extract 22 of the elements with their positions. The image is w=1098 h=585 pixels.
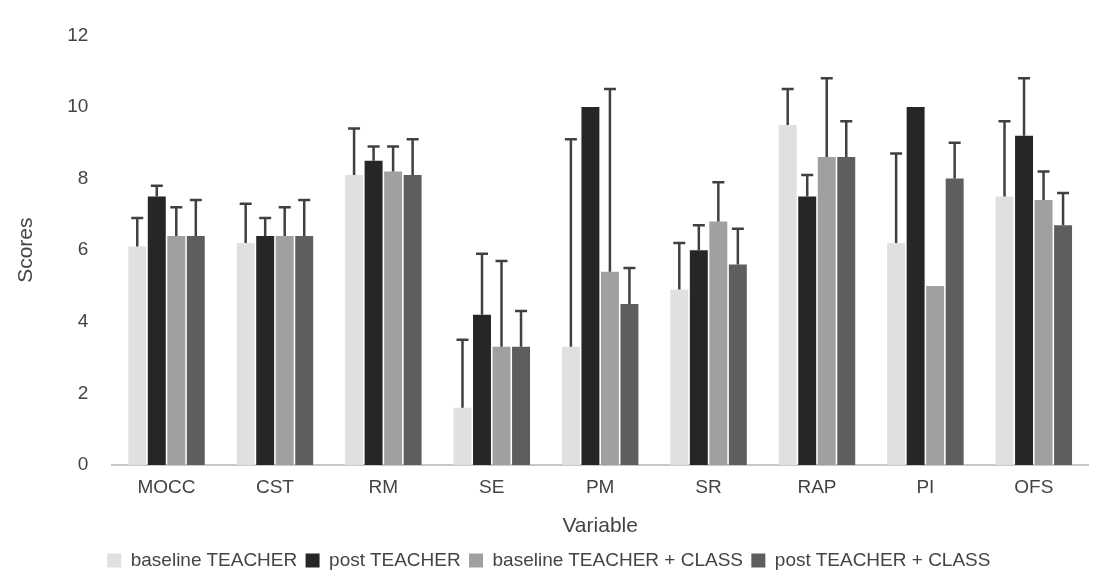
x-axis-title: Variable (562, 513, 638, 537)
y-axis-title: Scores (13, 217, 37, 283)
y-tick-label: 4 (77, 310, 89, 332)
y-tick-label: 2 (77, 381, 89, 403)
y-tick-label: 6 (77, 238, 89, 260)
y-tick-label: 12 (67, 23, 89, 45)
x-tick-label: RAP (797, 475, 837, 497)
x-tick-label: OFS (1014, 475, 1054, 497)
x-tick-label: PM (585, 475, 615, 497)
x-tick-label: RM (368, 475, 399, 497)
legend-label: baseline TEACHER + CLASS (492, 548, 744, 570)
x-tick-label: PI (916, 475, 935, 497)
x-tick-label: MOCC (137, 475, 196, 497)
legend-label: post TEACHER (329, 548, 461, 570)
y-tick-label: 10 (67, 95, 89, 117)
legend-label: baseline TEACHER (130, 548, 298, 570)
x-tick-label: CST (255, 475, 295, 497)
y-tick-label: 8 (77, 166, 89, 188)
x-tick-label: SE (479, 475, 505, 497)
legend-label: post TEACHER + CLASS (774, 548, 991, 570)
y-tick-label: 0 (77, 453, 89, 475)
x-tick-label: SR (695, 475, 722, 497)
